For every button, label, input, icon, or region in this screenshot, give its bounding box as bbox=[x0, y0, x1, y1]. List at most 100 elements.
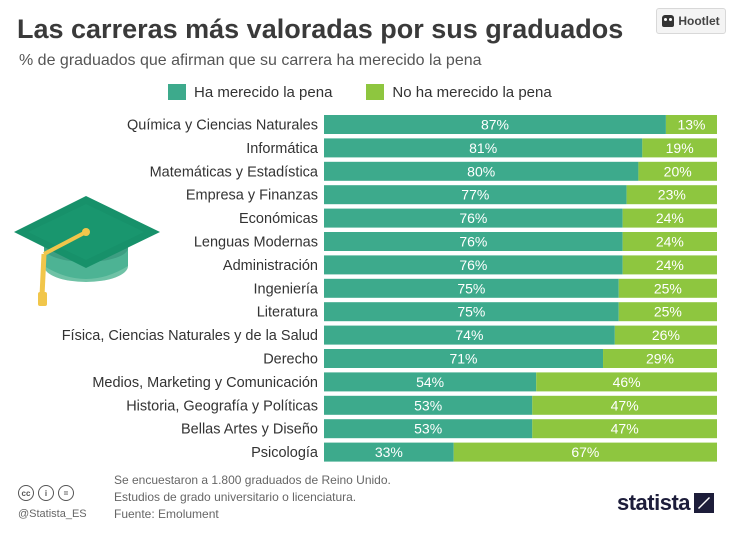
footer-note-2: Estudios de grado universitario o licenc… bbox=[114, 490, 357, 504]
bar-no-3 bbox=[638, 161, 717, 181]
bar-yes-5 bbox=[324, 208, 623, 228]
category-label-1: Química y Ciencias Naturales bbox=[127, 118, 318, 134]
legend-item-no: No ha merecido la pena bbox=[366, 83, 552, 101]
category-label-14: Bellas Artes y Diseño bbox=[181, 422, 318, 438]
value-label-yes-7: 76% bbox=[459, 257, 487, 273]
bar-no-6 bbox=[622, 232, 717, 251]
legend-swatch-no bbox=[366, 84, 385, 100]
legend-label-no: No ha merecido la pena bbox=[392, 83, 552, 101]
legend: Ha merecido la pena No ha merecido la pe… bbox=[168, 82, 586, 102]
statista-mark-icon bbox=[694, 493, 715, 513]
hootlet-button[interactable]: Hootlet bbox=[656, 8, 726, 34]
value-label-yes-9: 75% bbox=[457, 304, 485, 320]
statista-wordmark: statista bbox=[617, 490, 691, 515]
bar-yes-1 bbox=[324, 115, 666, 134]
category-label-15: Psicología bbox=[251, 445, 319, 461]
value-label-yes-1: 87% bbox=[481, 117, 509, 133]
footer-source: Fuente: Emolument bbox=[114, 507, 219, 521]
bar-yes-12 bbox=[324, 372, 537, 392]
value-label-no-14: 47% bbox=[611, 421, 639, 437]
value-label-yes-2: 81% bbox=[469, 140, 497, 156]
chart-subtitle: % de graduados que afirman que su carrer… bbox=[19, 52, 482, 69]
value-label-yes-10: 74% bbox=[455, 327, 483, 343]
category-label-13: Historia, Geografía y Políticas bbox=[126, 398, 318, 414]
chart-title: Las carreras más valoradas por sus gradu… bbox=[17, 14, 624, 44]
value-label-no-3: 20% bbox=[664, 163, 692, 179]
footer-note-1: Se encuestaron a 1.800 graduados de Rein… bbox=[114, 473, 391, 487]
bar-no-14 bbox=[532, 419, 717, 439]
owl-icon bbox=[662, 15, 675, 27]
legend-swatch-yes bbox=[168, 84, 186, 100]
value-label-no-12: 46% bbox=[613, 374, 641, 390]
category-label-10: Física, Ciencias Naturales y de la Salud bbox=[62, 328, 318, 344]
bar-yes-10 bbox=[324, 325, 615, 345]
bar-no-12 bbox=[536, 372, 717, 392]
category-label-7: Administración bbox=[223, 258, 318, 274]
bar-no-10 bbox=[614, 325, 717, 345]
value-label-no-4: 23% bbox=[658, 187, 686, 203]
value-label-yes-4: 77% bbox=[461, 187, 489, 203]
value-label-yes-5: 76% bbox=[459, 210, 487, 226]
bar-yes-9 bbox=[324, 302, 619, 322]
value-label-yes-15: 33% bbox=[375, 444, 403, 460]
bar-no-8 bbox=[618, 278, 717, 298]
value-label-yes-13: 53% bbox=[414, 397, 442, 413]
bar-no-13 bbox=[532, 395, 717, 415]
bar-yes-11 bbox=[324, 349, 604, 368]
legend-item-yes: Ha merecido la pena bbox=[168, 84, 332, 101]
value-label-no-11: 29% bbox=[646, 351, 674, 367]
bar-yes-4 bbox=[324, 185, 627, 205]
value-label-no-6: 24% bbox=[656, 234, 684, 250]
bar-no-1 bbox=[665, 115, 717, 134]
category-label-6: Lenguas Modernas bbox=[194, 235, 318, 251]
category-label-5: Económicas bbox=[239, 211, 318, 227]
bar-yes-2 bbox=[324, 138, 643, 158]
value-label-no-15: 67% bbox=[571, 444, 599, 460]
value-label-yes-11: 71% bbox=[449, 351, 477, 367]
bar-yes-6 bbox=[324, 232, 623, 251]
value-label-yes-3: 80% bbox=[467, 163, 495, 179]
graduation-cap-icon bbox=[14, 196, 160, 306]
bar-no-15 bbox=[453, 442, 717, 462]
category-label-2: Informática bbox=[246, 141, 319, 157]
category-label-4: Empresa y Finanzas bbox=[186, 188, 318, 204]
value-label-yes-8: 75% bbox=[457, 280, 485, 296]
bar-yes-7 bbox=[324, 255, 623, 275]
category-label-11: Derecho bbox=[263, 352, 318, 368]
legend-label-yes: Ha merecido la pena bbox=[194, 83, 333, 101]
value-label-no-5: 24% bbox=[656, 210, 684, 226]
bar-yes-14 bbox=[324, 419, 533, 439]
bar-yes-15 bbox=[324, 442, 454, 462]
bar-no-11 bbox=[603, 349, 717, 368]
value-label-yes-14: 53% bbox=[414, 421, 442, 437]
cc-icon: cc bbox=[18, 485, 34, 501]
value-label-no-9: 25% bbox=[654, 304, 682, 320]
statista-handle: @Statista_ES bbox=[18, 508, 87, 520]
category-label-8: Ingeniería bbox=[254, 281, 319, 297]
hootlet-label: Hootlet bbox=[678, 14, 720, 28]
bar-no-9 bbox=[618, 302, 717, 322]
bar-yes-3 bbox=[324, 161, 639, 181]
attribution-icon: i bbox=[38, 485, 54, 501]
value-label-yes-12: 54% bbox=[416, 374, 444, 390]
category-label-9: Literatura bbox=[257, 305, 319, 321]
value-label-no-7: 24% bbox=[656, 257, 684, 273]
license-badges: cc i = bbox=[18, 485, 74, 501]
bar-no-4 bbox=[626, 185, 717, 205]
footer-notes: Se encuestaron a 1.800 graduados de Rein… bbox=[114, 472, 391, 523]
statista-logo[interactable]: statista bbox=[617, 490, 715, 516]
value-label-yes-6: 76% bbox=[459, 234, 487, 250]
bar-yes-13 bbox=[324, 395, 533, 415]
bar-no-7 bbox=[622, 255, 717, 275]
category-label-12: Medios, Marketing y Comunicación bbox=[92, 375, 318, 391]
bar-yes-8 bbox=[324, 278, 619, 298]
value-label-no-8: 25% bbox=[654, 280, 682, 296]
value-label-no-1: 13% bbox=[677, 117, 705, 133]
value-label-no-13: 47% bbox=[611, 397, 639, 413]
bar-no-2 bbox=[642, 138, 717, 158]
value-label-no-2: 19% bbox=[666, 140, 694, 156]
value-label-no-10: 26% bbox=[652, 327, 680, 343]
bar-no-5 bbox=[622, 208, 717, 228]
